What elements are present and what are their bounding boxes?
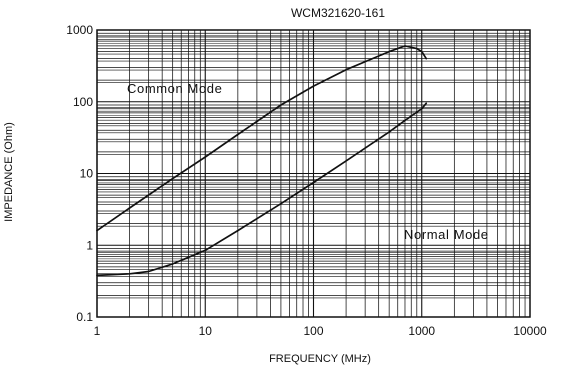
common-mode-label: Common Mode xyxy=(127,81,222,96)
y-tick-label: 1000 xyxy=(66,23,93,37)
x-tick-label: 10000 xyxy=(513,324,547,338)
y-tick-label: 0.1 xyxy=(76,310,93,324)
series-lines xyxy=(96,45,428,277)
normal-mode-line xyxy=(96,102,428,277)
x-tick-label: 10 xyxy=(199,324,213,338)
common-mode-line xyxy=(96,45,428,232)
x-tick-label: 100 xyxy=(303,324,323,338)
grid xyxy=(96,30,530,318)
y-axis-label: IMPEDANCE (Ohm) xyxy=(3,122,15,222)
x-axis-label: FREQUENCY (MHz) xyxy=(269,353,371,365)
y-tick-label: 1 xyxy=(86,238,93,252)
x-tick-label: 1000 xyxy=(408,324,435,338)
y-tick-label: 10 xyxy=(80,167,94,181)
chart-title: WCM321620-161 xyxy=(291,6,385,20)
normal-mode-label: Normal Mode xyxy=(404,227,489,242)
plot-frame xyxy=(96,29,531,318)
y-tick-label: 100 xyxy=(73,95,93,109)
x-tick-label: 1 xyxy=(94,324,101,338)
